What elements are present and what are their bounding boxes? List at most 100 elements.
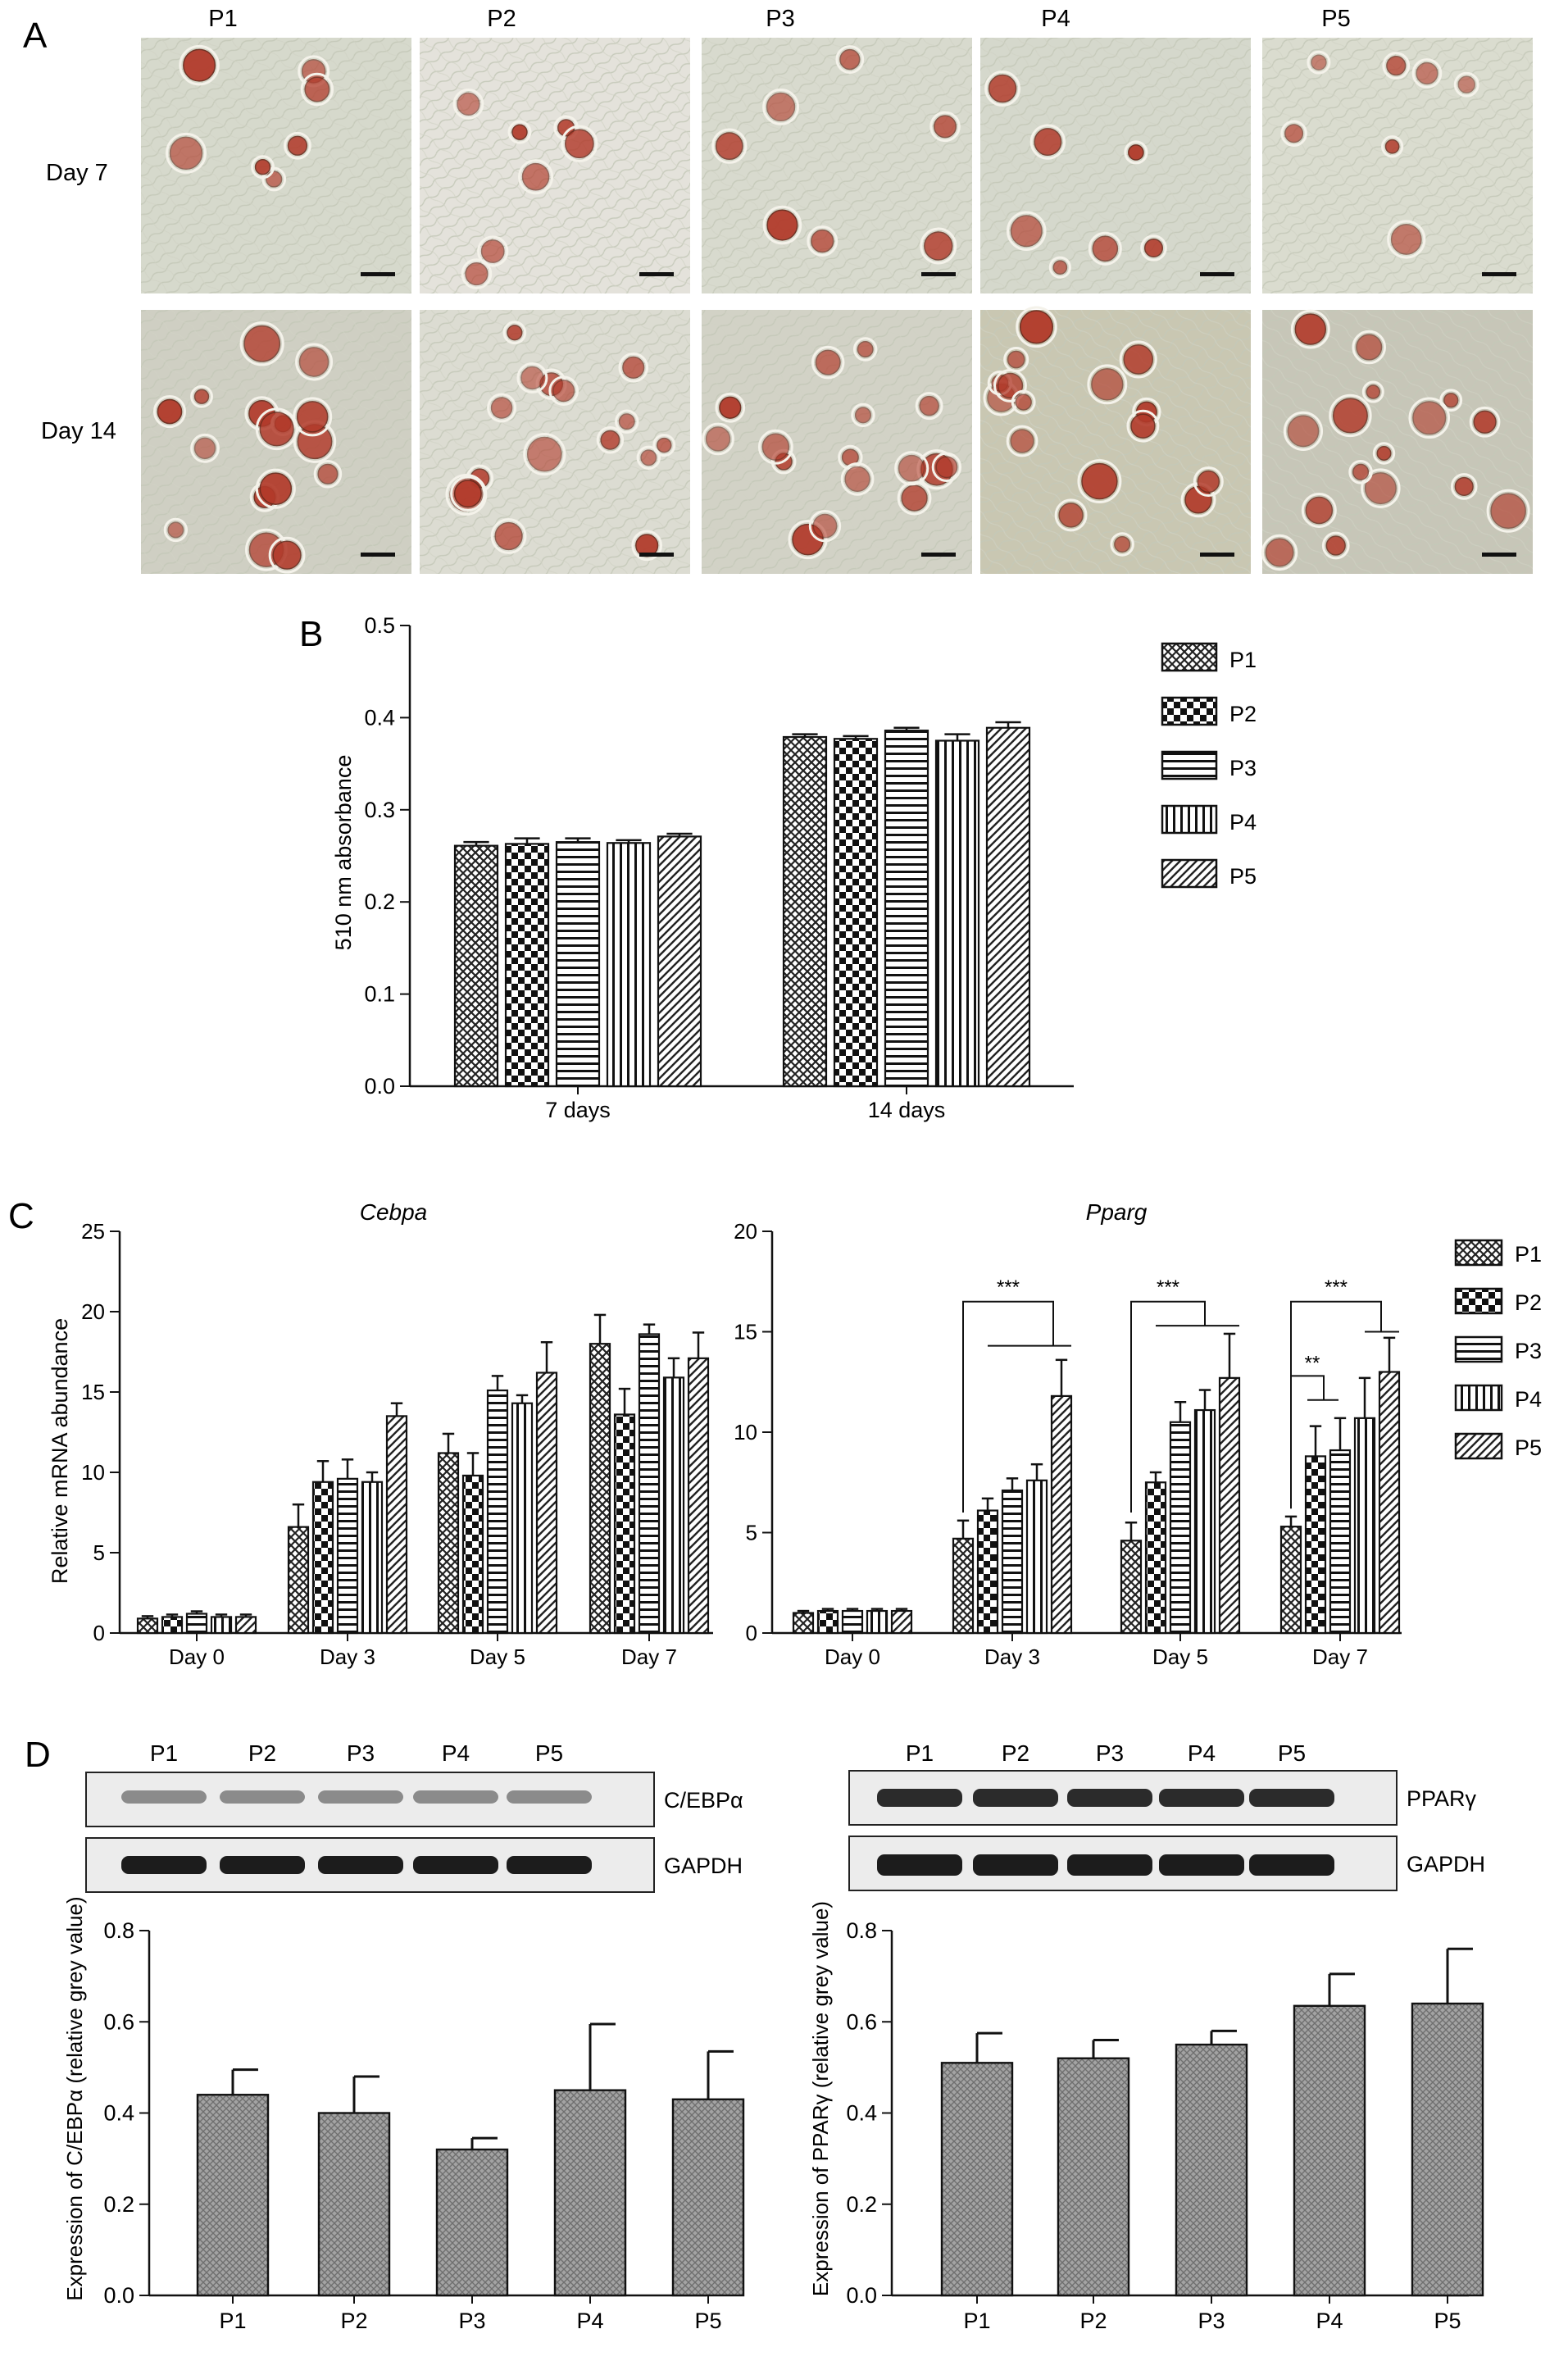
lipid-droplet (259, 472, 293, 505)
bar-p3 (884, 730, 929, 1088)
legend-swatch-p3 (1161, 750, 1218, 780)
lipid-droplet-halo (1193, 466, 1224, 498)
y-tick-label: 0.2 (846, 2192, 877, 2217)
significance-brackets: *** *** ***** (962, 1276, 1399, 1513)
significance-bracket (1130, 1300, 1206, 1513)
lipid-droplet (919, 395, 939, 416)
lipid-droplet (1052, 260, 1068, 275)
lipid-droplet-halo (1381, 135, 1404, 158)
lipid-droplet (520, 366, 544, 390)
lipid-droplet-halo (811, 345, 845, 380)
blot-band (121, 1856, 207, 1874)
lipid-droplet-halo (152, 395, 187, 429)
y-axis-label: Expression of PPARγ (relative grey value… (808, 1901, 833, 2296)
lane-label: P3 (347, 1740, 375, 1766)
lipid-droplet-halo (808, 509, 842, 543)
lipid-droplet-halo (450, 475, 486, 512)
lipid-droplet (1416, 61, 1438, 85)
bar-p1 (792, 1612, 815, 1635)
scale-bar (1482, 553, 1516, 557)
legend-label: P5 (1229, 864, 1257, 889)
lipid-droplet-halo (757, 429, 793, 465)
legend-swatch-p1 (1454, 1239, 1503, 1267)
lipid-droplet (1294, 313, 1326, 345)
lipid-droplet-halo (1261, 534, 1298, 571)
lane-label: P5 (1278, 1740, 1306, 1766)
bar-p3 (336, 1477, 359, 1635)
lipid-droplet (761, 433, 790, 461)
lipid-droplet-halo (487, 393, 517, 423)
legend-label: P4 (1229, 810, 1257, 835)
lipid-droplet (266, 171, 283, 188)
absorbance-chart: 510 nm absorbance 0.0 0.1 0.2 0.3 0.4 0.5 7 da… (331, 613, 1257, 1122)
bar-p3 (185, 1613, 208, 1635)
y-tick-label: 25 (81, 1219, 105, 1244)
scale-bar (1482, 272, 1516, 276)
bar-p2 (613, 1413, 636, 1635)
lipid-droplet (766, 209, 798, 241)
lipid-droplet-halo (1411, 58, 1443, 89)
y-tick-label: 0.3 (364, 798, 395, 822)
y-tick-label: 5 (746, 1521, 757, 1545)
lipid-droplet (511, 124, 528, 140)
lipid-droplet (600, 430, 620, 450)
lipid-droplet-halo (929, 111, 961, 143)
lipid-droplet (657, 437, 672, 453)
x-tick-label: P5 (1434, 2309, 1461, 2333)
lipid-droplet (1284, 124, 1304, 143)
legend-swatch-p4 (1454, 1384, 1503, 1412)
lipid-droplet (1092, 235, 1119, 262)
legend-swatch-p2 (1161, 696, 1218, 726)
lipid-droplet-halo (239, 321, 284, 366)
bar-p4 (1193, 1408, 1216, 1635)
lipid-droplet (924, 231, 953, 261)
lipid-droplet-halo (1352, 330, 1387, 365)
western-blots: P1 P2 P3 P4 P5 C/EBPα GAPDH P1 P2 P3 P4 P5 PPARγ GAPD… (85, 1740, 1485, 1893)
lipid-droplet-halo (852, 337, 878, 362)
lipid-droplet (1332, 398, 1368, 434)
bar-p1 (287, 1526, 310, 1635)
lipid-droplet (1390, 224, 1422, 255)
lipid-droplet-halo (1280, 120, 1307, 148)
lipid-droplet (1305, 496, 1334, 525)
bar-p4 (1025, 1479, 1048, 1635)
blot-band (1159, 1854, 1244, 1876)
y-axis-label: Expression of C/EBPα (relative grey valu… (62, 1896, 87, 2300)
lipid-droplet-halo (255, 468, 296, 509)
bar-p4 (1353, 1417, 1376, 1635)
significance-label: ** (1305, 1352, 1320, 1374)
panel-letter-a: A (23, 16, 48, 56)
lipid-droplet (287, 135, 308, 156)
lipid-droplet (1010, 429, 1034, 453)
lipid-droplet-halo (300, 72, 334, 107)
y-tick-label: 20 (734, 1219, 757, 1244)
blot-band (220, 1790, 305, 1804)
bar-p4 (361, 1481, 384, 1635)
lipid-droplet (812, 513, 838, 539)
bar-p5 (657, 835, 702, 1088)
micrograph-image (702, 310, 972, 574)
x-tick-label: P2 (1079, 2309, 1107, 2333)
bar-p2 (1304, 1455, 1327, 1635)
cebpa-chart: Cebpa Relative mRNA abundance 0 5 10 15 20 25… (48, 1199, 713, 1669)
bar-p5 (1378, 1371, 1401, 1635)
lipid-droplet (1366, 384, 1381, 399)
lipid-droplet-halo (596, 426, 625, 454)
bar-p3 (1329, 1449, 1352, 1635)
lipid-droplet-halo (1006, 425, 1039, 457)
micrograph-row-label: Day 14 (41, 418, 116, 444)
y-tick-label: 0.6 (846, 2009, 877, 2034)
y-tick-label: 20 (81, 1299, 105, 1324)
micrograph-row-label: Day 7 (46, 160, 108, 186)
lipid-droplet (298, 347, 330, 377)
bar-p2 (816, 1609, 839, 1635)
cebpa-protein-chart: Expression of C/EBPα (relative grey valu… (62, 1896, 745, 2333)
lipid-droplet (857, 341, 874, 358)
y-tick-label: 0 (93, 1621, 105, 1645)
lipid-droplet (167, 521, 184, 539)
lipid-droplet-halo (715, 392, 746, 423)
lipid-droplet (898, 454, 925, 482)
micrograph-image (1261, 309, 1533, 574)
lane-label: P3 (1096, 1740, 1124, 1766)
lipid-droplet-halo (268, 536, 306, 574)
